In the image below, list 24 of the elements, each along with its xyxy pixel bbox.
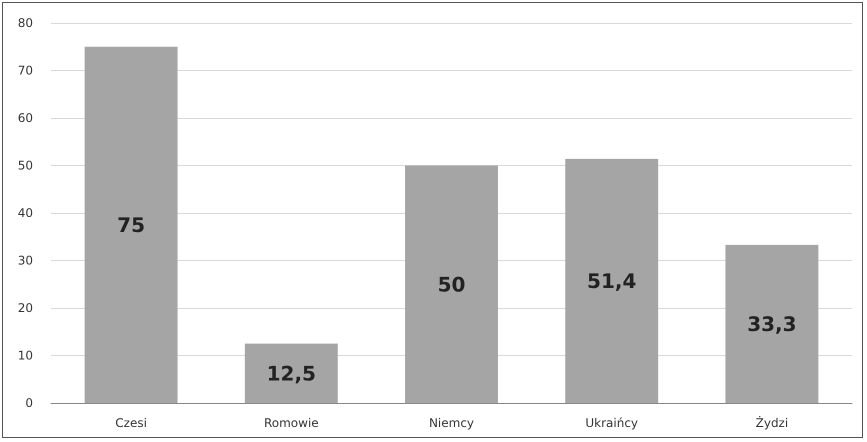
bar (405, 166, 498, 403)
data-label: 33,3 (747, 312, 797, 336)
bar (244, 344, 338, 403)
y-tick-label: 30 (18, 254, 33, 268)
y-tick-label: 80 (18, 16, 33, 30)
y-tick-label: 20 (18, 301, 33, 315)
x-tick-label: Czesi (115, 416, 147, 430)
data-label: 50 (438, 272, 466, 296)
data-label: 51,4 (587, 268, 636, 293)
bar (84, 46, 178, 403)
y-tick-label: 60 (18, 111, 33, 125)
data-label: 75 (117, 212, 146, 237)
bar (725, 244, 818, 403)
x-tick-label: Żydzi (756, 416, 788, 430)
data-label: 12,5 (266, 361, 316, 386)
x-tick-label: Romowie (264, 416, 319, 430)
y-tick-label: 0 (25, 396, 33, 410)
bar (565, 158, 658, 403)
x-tick-label: Niemcy (428, 416, 474, 430)
y-tick-label: 50 (18, 158, 33, 172)
y-tick-label: 70 (18, 64, 33, 78)
y-tick-label: 10 (18, 348, 33, 362)
y-tick-label: 40 (18, 206, 33, 220)
x-tick-label: Ukraińcy (585, 416, 638, 430)
